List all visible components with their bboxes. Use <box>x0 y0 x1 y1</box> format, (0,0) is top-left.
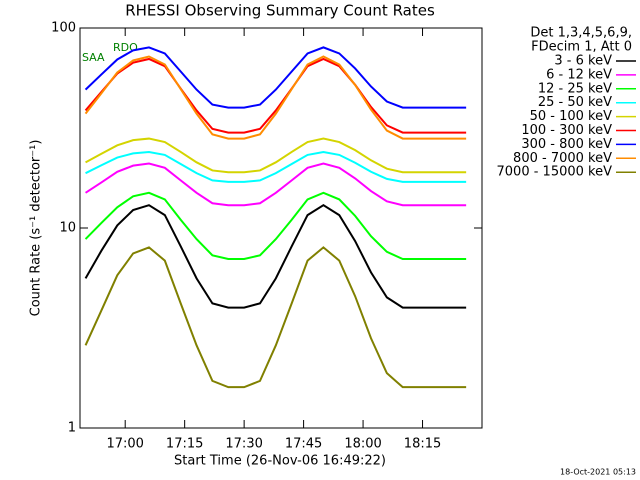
series-line <box>85 150 467 183</box>
y-tick-label: 100 <box>51 21 76 36</box>
legend-label: 12 - 25 keV <box>538 81 612 96</box>
x-tick-label: 18:15 <box>404 437 441 452</box>
series-line <box>84 46 467 109</box>
series-line <box>85 137 467 174</box>
plot-frame <box>79 27 483 429</box>
series-line <box>84 57 467 134</box>
annotation: RDO <box>113 41 138 54</box>
footer: 18-Oct-2021 05:13 <box>560 468 636 477</box>
chart-title: RHESSI Observing Summary Count Rates <box>125 2 435 20</box>
legend-label: 800 - 7000 keV <box>513 151 612 166</box>
y-tick-label: 1 <box>68 421 76 436</box>
x-tick-label: 17:30 <box>225 437 262 452</box>
series-line <box>85 162 467 207</box>
series-line <box>84 191 467 260</box>
legend-label: 6 - 12 keV <box>546 67 612 82</box>
legend-label: 300 - 800 keV <box>521 137 612 152</box>
x-tick-label: 17:45 <box>285 437 322 452</box>
x-axis-label: Start Time (26-Nov-06 16:49:22) <box>174 454 386 469</box>
legend-title: Det 1,3,4,5,6,9, <box>530 26 632 41</box>
series-line <box>84 55 467 140</box>
legend-label: 25 - 50 keV <box>538 95 612 110</box>
x-tick-label: 17:00 <box>106 437 143 452</box>
annotation: SAA <box>82 51 105 64</box>
x-tick-label: 17:15 <box>166 437 203 452</box>
legend-title: FDecim 1, Att 0 <box>531 40 632 55</box>
x-tick-label: 18:00 <box>344 437 381 452</box>
legend-label: 100 - 300 keV <box>521 123 612 138</box>
legend-label: 7000 - 15000 keV <box>497 165 613 180</box>
series-line <box>84 204 467 309</box>
y-axis-label: Count Rate (s⁻¹ detector⁻¹) <box>29 140 44 317</box>
legend-label: 50 - 100 keV <box>530 109 613 124</box>
y-tick-label: 10 <box>59 221 76 236</box>
legend-label: 3 - 6 keV <box>554 54 612 69</box>
series-line <box>84 246 467 389</box>
